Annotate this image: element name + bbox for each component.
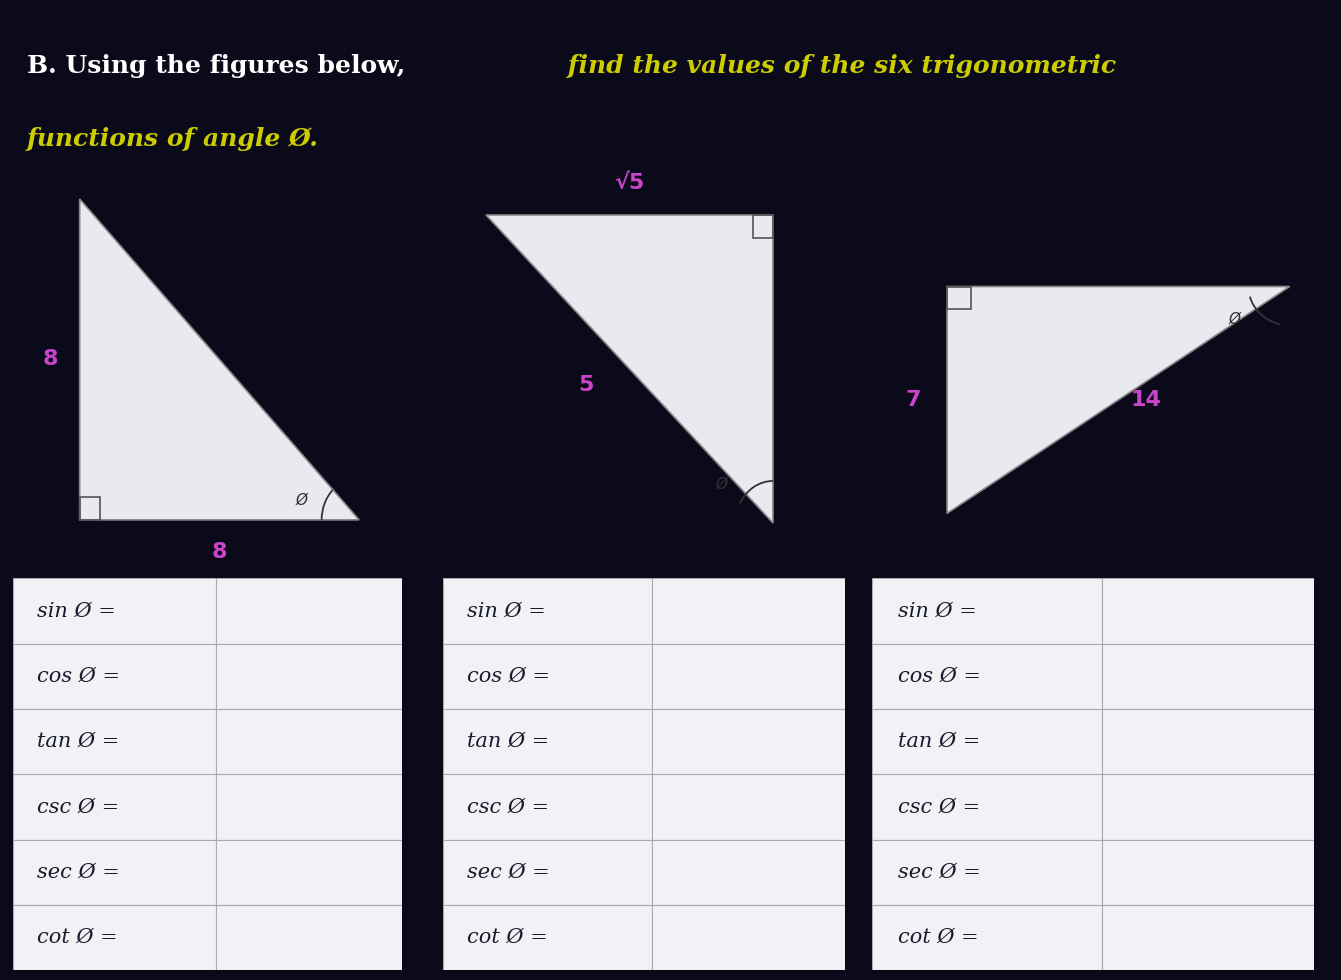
Text: Ø: Ø [715,476,727,492]
Text: cos Ø =: cos Ø = [36,666,119,686]
Text: sec Ø =: sec Ø = [898,862,982,882]
Bar [1102,578,1314,644]
Bar [872,578,1102,644]
Bar [13,774,216,840]
Bar [872,905,1102,970]
Bar [1102,774,1314,840]
Text: Ø: Ø [1228,312,1240,326]
Bar [872,774,1102,840]
Bar [1102,840,1314,905]
Text: find the values of the six trigonometric: find the values of the six trigonometric [559,54,1116,77]
Text: cot Ø =: cot Ø = [898,928,979,947]
Bar [1102,905,1314,970]
Text: 8: 8 [212,542,227,563]
Text: tan Ø =: tan Ø = [467,732,548,751]
Bar [216,644,402,709]
Bar [652,644,845,709]
Text: cot Ø =: cot Ø = [467,928,547,947]
Text: √5: √5 [614,172,645,193]
Text: cos Ø =: cos Ø = [898,666,982,686]
Bar [13,905,216,970]
Bar [1102,709,1314,774]
Bar [652,840,845,905]
Bar [872,840,1102,905]
Bar [13,709,216,774]
Bar [652,709,845,774]
Bar [652,774,845,840]
Text: functions of angle Ø.: functions of angle Ø. [27,126,319,151]
Bar [1102,644,1314,709]
Text: cot Ø =: cot Ø = [36,928,118,947]
Bar [216,905,402,970]
Text: csc Ø =: csc Ø = [898,798,980,816]
Text: 7: 7 [905,390,920,410]
Text: csc Ø =: csc Ø = [36,798,119,816]
Text: csc Ø =: csc Ø = [467,798,548,816]
Text: sec Ø =: sec Ø = [467,862,550,882]
Bar [872,709,1102,774]
Text: tan Ø =: tan Ø = [36,732,119,751]
Text: sin Ø =: sin Ø = [36,602,115,620]
Text: Ø: Ø [295,493,307,508]
Text: 5: 5 [578,375,594,395]
Bar [443,578,652,644]
Bar [216,840,402,905]
Bar [652,905,845,970]
Bar [13,578,216,644]
Bar [443,774,652,840]
Bar [216,578,402,644]
Text: 14: 14 [1130,390,1161,410]
Text: tan Ø =: tan Ø = [898,732,980,751]
Text: 8: 8 [43,350,59,369]
Bar [13,840,216,905]
Polygon shape [79,199,359,519]
Text: sec Ø =: sec Ø = [36,862,119,882]
Bar [216,709,402,774]
Bar [443,905,652,970]
Bar [872,644,1102,709]
Bar [443,644,652,709]
Bar [443,840,652,905]
Bar [652,578,845,644]
Text: sin Ø =: sin Ø = [898,602,978,620]
Text: sin Ø =: sin Ø = [467,602,546,620]
Bar [443,709,652,774]
Polygon shape [485,216,772,523]
Bar [13,644,216,709]
Text: B. Using the figures below,: B. Using the figures below, [27,54,405,77]
Text: cos Ø =: cos Ø = [467,666,550,686]
Polygon shape [947,286,1290,514]
Bar [216,774,402,840]
